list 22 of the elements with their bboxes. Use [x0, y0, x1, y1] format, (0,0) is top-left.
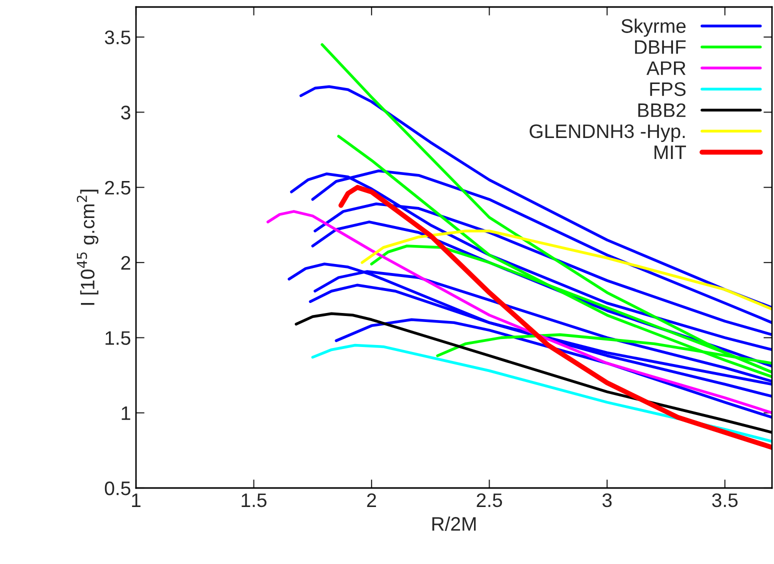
x-tick-label: 1: [132, 494, 140, 507]
x-tick-label: 3.5: [712, 493, 738, 508]
x-tick-label: 1.5: [242, 494, 266, 508]
legend-label: MIT: [654, 146, 686, 160]
y-tick-label: 0.5: [104, 481, 130, 496]
y-axis-title: I [10$^{45}$ g.cm$^{2}$]: [76, 190, 98, 305]
legend-label: APR: [646, 61, 686, 75]
y-tick-label: 1.5: [106, 331, 130, 345]
x-tick-label: 2.5: [476, 493, 502, 508]
x-axis-title: R/2M: [432, 516, 476, 531]
legend-label: BBB2: [638, 103, 686, 117]
x-tick-label: 2: [367, 493, 376, 507]
y-tick-label: 2: [121, 256, 130, 270]
y-tick-label: 2.5: [105, 180, 130, 195]
y-tick-label: 1: [122, 406, 130, 420]
legend-label: FPS: [650, 82, 686, 96]
legend-label: GLENDNH3 -Hyp.: [530, 124, 685, 142]
y-tick-label: 3: [121, 106, 130, 120]
legend-label: DBHF: [635, 40, 686, 54]
y-tick-label: 3.5: [104, 30, 130, 44]
x-tick-label: 3: [602, 493, 612, 508]
legend-label: Skyrme: [621, 18, 686, 37]
